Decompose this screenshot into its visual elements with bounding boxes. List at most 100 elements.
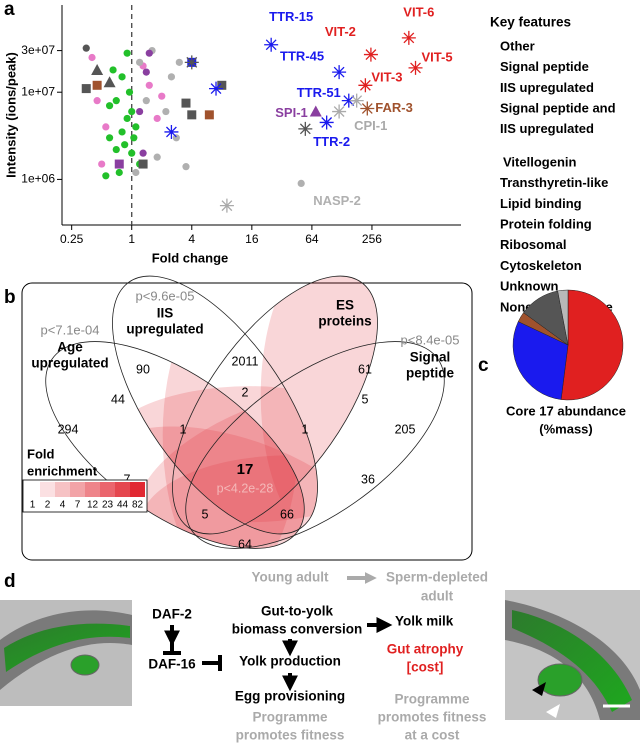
point: [298, 121, 313, 136]
point: [118, 128, 126, 136]
set-name: peptide: [406, 366, 454, 381]
point: [349, 93, 364, 108]
point: [93, 97, 101, 105]
point-label: SPI-1: [275, 105, 308, 120]
key-item: Vitellogenin: [503, 154, 576, 169]
stage: Young adult: [252, 570, 329, 585]
point: [128, 107, 136, 116]
venn-p: p<4.2e-28: [217, 481, 274, 495]
x-tick-label: 256: [362, 232, 382, 246]
node: [cost]: [407, 660, 444, 675]
venn-frame: [21, 282, 473, 561]
venn-count: 5: [202, 507, 209, 521]
point: [219, 198, 234, 213]
venn-overlap: [139, 455, 305, 549]
point-label: VIT-2: [325, 24, 356, 39]
point: [142, 97, 150, 105]
point: [138, 159, 148, 169]
point: [88, 53, 96, 62]
point: [297, 179, 305, 187]
x-tick-label: 16: [245, 232, 259, 246]
legend-swatch: [130, 482, 145, 497]
point: [363, 47, 378, 62]
point: [92, 80, 102, 90]
point: [145, 49, 153, 57]
point: [181, 98, 191, 108]
panel-label: c: [478, 355, 489, 376]
note: promotes fitness: [236, 728, 345, 743]
x-axis-label: Fold change: [152, 250, 229, 265]
y-axis-label: Intensity (ions/peak): [3, 52, 18, 178]
venn-count: 36: [361, 472, 375, 486]
point: [401, 30, 416, 45]
point: [82, 44, 90, 52]
x-tick-label: 1: [128, 232, 135, 246]
set-name: IIS: [157, 306, 174, 321]
set-name: ES: [336, 298, 354, 313]
point: [182, 163, 190, 171]
legend-swatch: [40, 482, 55, 497]
point: [341, 93, 356, 108]
node: Yolk milk: [395, 614, 454, 629]
venn-set: [172, 275, 378, 535]
venn-count: 44: [111, 392, 125, 406]
legend-tick: 4: [60, 500, 66, 511]
y-tick-label: 1e+07: [21, 84, 55, 98]
point: [132, 168, 140, 177]
set-name: upregulated: [31, 356, 108, 371]
node: Gut-to-yolk: [261, 604, 333, 619]
legend-swatch: [100, 482, 115, 497]
set-name: proteins: [318, 314, 371, 329]
point: [164, 124, 179, 139]
venn-count: 2011: [232, 354, 259, 368]
node: Yolk production: [239, 654, 341, 669]
key-item: Transthyretin-like: [500, 175, 608, 190]
node: Egg provisioning: [235, 689, 345, 704]
pie-slice: [560, 289, 624, 401]
point: [123, 114, 131, 123]
point: [172, 134, 180, 142]
point: [136, 107, 144, 116]
pie-title: Core 17 abundance: [506, 403, 626, 418]
point: [128, 149, 136, 157]
venn-count: 294: [58, 422, 79, 436]
venn-count: 1: [180, 422, 187, 436]
diagram: Young adult Sperm-depleted adult DAF-2 D…: [148, 570, 488, 743]
venn-overlap: [162, 341, 299, 549]
point: [358, 78, 373, 93]
pie-subtitle: (%mass): [539, 421, 592, 436]
point-label: VIT-6: [403, 4, 434, 19]
legend-tick: 82: [132, 500, 144, 511]
legend-title: enrichment: [27, 463, 98, 478]
point: [81, 84, 91, 94]
point-label: NASP-2: [313, 193, 361, 208]
point: [162, 107, 170, 116]
point: [136, 58, 144, 66]
point: [103, 76, 116, 88]
key-title: Key features: [490, 15, 571, 30]
point: [123, 49, 131, 57]
node: DAF-16: [148, 657, 196, 672]
point: [158, 92, 166, 100]
point: [408, 60, 423, 75]
micrograph-right: [505, 590, 640, 720]
legend-tick: 2: [45, 500, 51, 511]
point: [264, 37, 279, 52]
pie-slice: [557, 289, 569, 346]
point: [114, 159, 124, 169]
x-tick-label: 4: [188, 232, 195, 246]
legend-tick: 23: [102, 500, 114, 511]
point: [121, 141, 129, 149]
point: [217, 80, 227, 90]
legend-swatch: [25, 482, 40, 497]
point: [112, 145, 120, 154]
pie-slice: [512, 321, 569, 400]
legend-swatch: [115, 482, 130, 497]
point: [102, 172, 110, 180]
x-tick-label: 0.25: [60, 232, 84, 246]
point-label: TTR-15: [269, 9, 313, 24]
key-item: Protein folding: [500, 217, 592, 232]
venn-set: [185, 341, 445, 549]
point-label: VIT-3: [371, 70, 402, 85]
point: [360, 101, 375, 116]
